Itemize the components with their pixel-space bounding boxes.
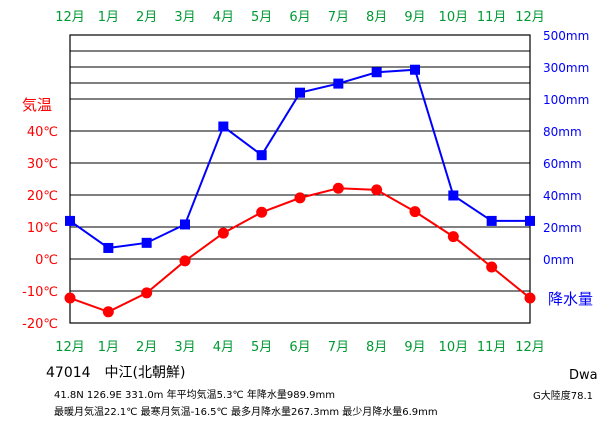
plot-frame	[69, 34, 531, 324]
month-label-bottom: 2月	[136, 340, 157, 355]
top-month-labels: 12月 1月 2月 3月 4月 5月 6月 7月 8月 9月 10月 11月 12月	[55, 10, 545, 25]
temperature-point	[64, 292, 76, 304]
month-label-bottom: 12月	[55, 340, 85, 355]
month-label-bottom: 9月	[404, 340, 425, 355]
month-label-top: 11月	[477, 10, 507, 25]
month-label-bottom: 4月	[213, 340, 234, 355]
month-label-bottom: 1月	[98, 340, 119, 355]
precipitation-point	[371, 67, 382, 78]
temperature-point	[294, 192, 306, 204]
precipitation-tick-label: 100mm	[543, 93, 589, 107]
precipitation-tick-label: 20mm	[543, 221, 582, 235]
precipitation-point	[180, 219, 190, 230]
month-label-bottom: 7月	[328, 340, 349, 355]
precipitation-point	[448, 190, 459, 201]
month-label-top: 6月	[289, 10, 310, 25]
month-label-bottom: 3月	[174, 340, 195, 355]
month-label-top: 7月	[328, 10, 349, 25]
temperature-point	[447, 231, 459, 243]
precipitation-point	[141, 237, 152, 248]
temperature-point	[332, 182, 344, 194]
precipitation-point	[486, 215, 497, 226]
continentality-index: G大陸度78.1	[533, 391, 594, 402]
precipitation-tick-label: 80mm	[543, 125, 582, 139]
bottom-month-labels: 12月 1月 2月 3月 4月 5月 6月 7月 8月 9月 10月 11月 12月	[55, 340, 545, 355]
precipitation-point	[218, 121, 229, 132]
temperature-point	[371, 184, 383, 196]
temperature-line	[69, 187, 531, 313]
temperature-axis-title: 気温	[22, 96, 52, 114]
temperature-tick-label: 40℃	[27, 125, 58, 140]
month-label-bottom: 6月	[289, 340, 310, 355]
precipitation-axis: 100mm 80mm 60mm 40mm 20mm 0mm 500mm 300mm 降水量	[543, 29, 593, 308]
month-label-top: 5月	[251, 10, 272, 25]
temperature-tick-label: 30℃	[27, 157, 58, 172]
month-label-top: 8月	[366, 10, 387, 25]
station-id-name: 47014 中江(北朝鮮)	[46, 365, 186, 381]
month-label-bottom: 11月	[477, 340, 507, 355]
temperature-axis: 気温 40℃ 30℃ 20℃ 10℃ 0℃ -10℃ -20℃	[22, 96, 58, 332]
month-label-top: 10月	[439, 10, 469, 25]
grid-layer	[70, 34, 530, 292]
temperature-point	[141, 287, 153, 299]
temperature-tick-label: 10℃	[27, 221, 58, 236]
month-label-top: 12月	[515, 10, 545, 25]
climate-chart: 12月 1月 2月 3月 4月 5月 6月 7月 8月 9月 10月 11月 12月 12月 1月 2月 3月…	[22, 10, 593, 355]
temperature-tick-label: -10℃	[22, 285, 58, 300]
climate-classification: Dwa	[569, 368, 598, 383]
plot-border	[69, 34, 531, 324]
month-label-top: 9月	[404, 10, 425, 25]
precipitation-point	[295, 87, 305, 98]
month-label-top: 2月	[136, 10, 157, 25]
month-label-bottom: 10月	[439, 340, 469, 355]
precipitation-series	[65, 64, 535, 253]
temperature-point	[409, 206, 421, 218]
precipitation-point	[256, 150, 267, 161]
station-summary-line2: 最暖月気温22.1℃ 最寒月気温-16.5℃ 最多月降水量267.3mm 最少月…	[54, 407, 438, 418]
station-summary-line1: 41.8N 126.9E 331.0m 年平均気温5.3℃ 年降水量989.9m…	[54, 390, 336, 401]
precipitation-point	[525, 215, 535, 226]
temperature-point	[102, 306, 114, 318]
precipitation-point	[65, 215, 75, 226]
temperature-point	[524, 292, 536, 304]
month-label-top: 1月	[98, 10, 119, 25]
precipitation-tick-label: 40mm	[543, 189, 582, 203]
month-label-bottom: 8月	[366, 340, 387, 355]
precipitation-point	[333, 78, 344, 89]
temperature-point	[179, 255, 191, 267]
temperature-tick-label: 0℃	[35, 253, 58, 268]
temperature-series	[64, 182, 536, 318]
month-label-bottom: 5月	[251, 340, 272, 355]
precipitation-point	[103, 242, 114, 253]
temperature-point	[486, 261, 498, 273]
month-label-bottom: 12月	[515, 340, 545, 355]
precipitation-tick-label: 500mm	[543, 29, 589, 43]
precipitation-tick-label: 300mm	[543, 61, 589, 75]
temperature-tick-label: 20℃	[27, 189, 58, 204]
month-label-top: 4月	[213, 10, 234, 25]
temperature-point	[256, 206, 268, 218]
precipitation-axis-title: 降水量	[548, 290, 593, 308]
temperature-tick-label: -20℃	[22, 317, 58, 332]
temperature-point	[217, 227, 229, 239]
precipitation-tick-label: 60mm	[543, 157, 582, 171]
month-label-top: 12月	[55, 10, 85, 25]
precipitation-tick-label: 0mm	[543, 253, 574, 267]
precipitation-point	[410, 64, 420, 75]
month-label-top: 3月	[174, 10, 195, 25]
